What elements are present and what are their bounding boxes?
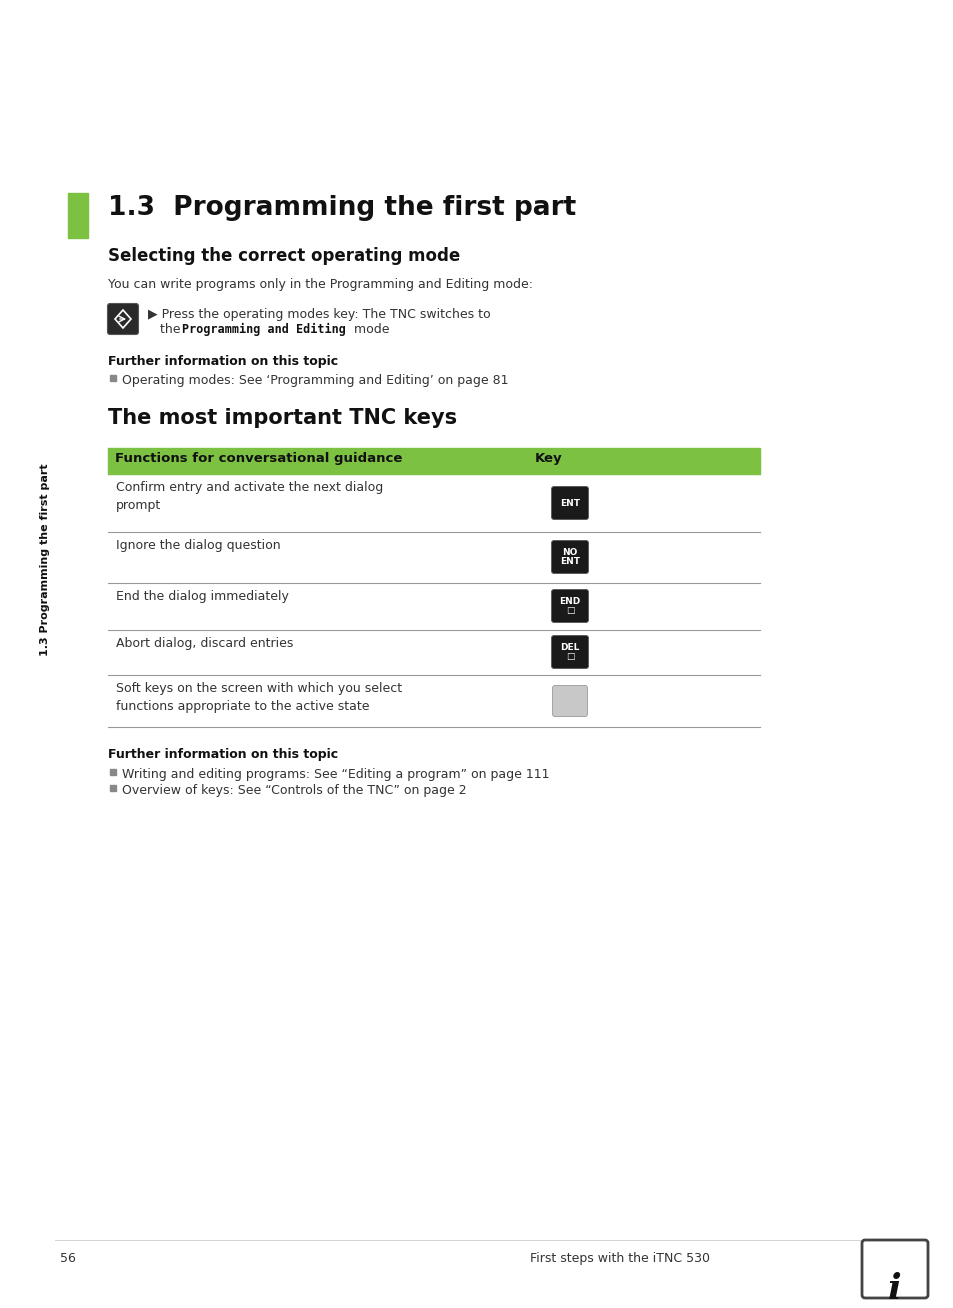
Text: The most important TNC keys: The most important TNC keys: [108, 408, 456, 428]
Bar: [110, 769, 116, 776]
Text: Writing and editing programs: See “Editing a program” on page 111: Writing and editing programs: See “Editi…: [122, 768, 549, 781]
FancyBboxPatch shape: [551, 636, 588, 668]
FancyBboxPatch shape: [551, 540, 588, 573]
Text: You can write programs only in the Programming and Editing mode:: You can write programs only in the Progr…: [108, 279, 533, 290]
Text: Abort dialog, discard entries: Abort dialog, discard entries: [116, 637, 294, 650]
Text: Further information on this topic: Further information on this topic: [108, 354, 337, 368]
Text: Ignore the dialog question: Ignore the dialog question: [116, 539, 280, 552]
Text: 56: 56: [60, 1252, 76, 1265]
Bar: [110, 785, 116, 791]
FancyBboxPatch shape: [551, 487, 588, 519]
Text: i: i: [887, 1271, 901, 1305]
Text: Key: Key: [535, 453, 562, 466]
FancyBboxPatch shape: [551, 590, 588, 623]
FancyBboxPatch shape: [862, 1240, 927, 1298]
Bar: [110, 375, 116, 381]
Text: Programming and Editing: Programming and Editing: [182, 323, 346, 336]
Text: END
□: END □: [558, 596, 580, 615]
Text: Operating modes: See ‘Programming and Editing’ on page 81: Operating modes: See ‘Programming and Ed…: [122, 374, 508, 387]
FancyBboxPatch shape: [108, 303, 138, 335]
Text: End the dialog immediately: End the dialog immediately: [116, 590, 289, 603]
Text: Overview of keys: See “Controls of the TNC” on page 2: Overview of keys: See “Controls of the T…: [122, 783, 466, 797]
Text: Functions for conversational guidance: Functions for conversational guidance: [115, 453, 402, 466]
Text: First steps with the iTNC 530: First steps with the iTNC 530: [530, 1252, 709, 1265]
Text: ▶ Press the operating modes key: The TNC switches to: ▶ Press the operating modes key: The TNC…: [148, 307, 490, 320]
Bar: [108, 449, 760, 473]
Text: Soft keys on the screen with which you select
functions appropriate to the activ: Soft keys on the screen with which you s…: [116, 681, 402, 713]
Text: mode: mode: [350, 323, 389, 336]
Text: DEL
□: DEL □: [559, 644, 579, 661]
Bar: [68, 194, 88, 238]
FancyBboxPatch shape: [552, 685, 587, 717]
Text: 1.3 Programming the first part: 1.3 Programming the first part: [40, 464, 50, 657]
Text: Selecting the correct operating mode: Selecting the correct operating mode: [108, 247, 459, 266]
Text: Confirm entry and activate the next dialog
prompt: Confirm entry and activate the next dial…: [116, 481, 383, 511]
Text: the: the: [160, 323, 184, 336]
Text: NO
ENT: NO ENT: [559, 548, 579, 566]
Text: 1.3  Programming the first part: 1.3 Programming the first part: [108, 195, 576, 221]
Text: ENT: ENT: [559, 498, 579, 508]
Text: Further information on this topic: Further information on this topic: [108, 748, 337, 761]
